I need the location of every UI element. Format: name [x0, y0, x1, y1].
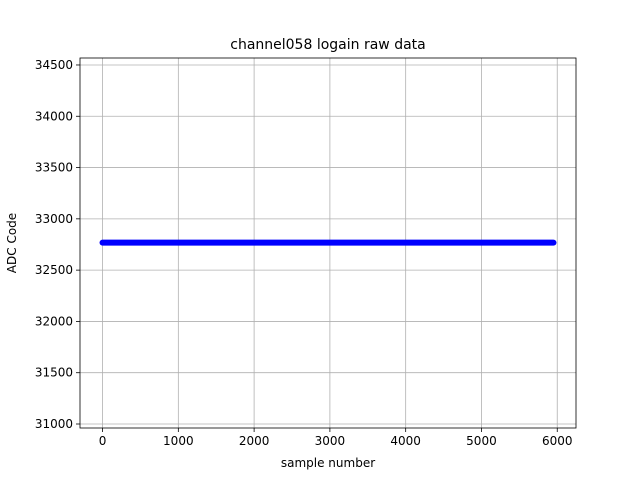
y-tick-label: 33500 — [35, 161, 73, 175]
y-tick-label: 34000 — [35, 109, 73, 123]
x-tick-label: 5000 — [466, 434, 497, 448]
x-axis-label: sample number — [281, 456, 375, 470]
y-tick-label: 32000 — [35, 314, 73, 328]
x-tick-label: 4000 — [390, 434, 421, 448]
y-tick-label: 31500 — [35, 366, 73, 380]
y-tick-label: 33000 — [35, 212, 73, 226]
x-tick-label: 3000 — [315, 434, 346, 448]
y-axis-label: ADC Code — [5, 213, 19, 273]
axes-frame — [79, 57, 577, 429]
y-tick-label: 32500 — [35, 263, 73, 277]
y-tick-label: 31000 — [35, 417, 73, 431]
x-tick-label: 6000 — [542, 434, 573, 448]
chart-title: channel058 logain raw data — [230, 37, 425, 53]
plot-area — [80, 58, 576, 428]
x-tick-label: 2000 — [239, 434, 270, 448]
x-tick-label: 0 — [99, 434, 107, 448]
x-tick-label: 1000 — [163, 434, 194, 448]
y-tick-label: 34500 — [35, 58, 73, 72]
